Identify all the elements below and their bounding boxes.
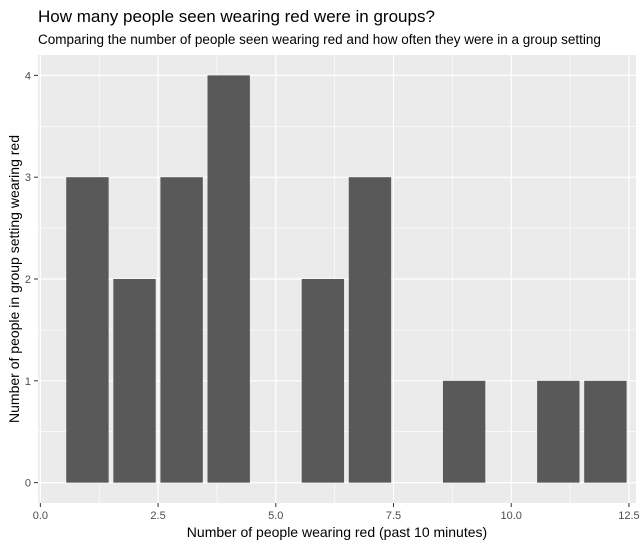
bar — [113, 279, 156, 483]
y-axis-title: Number of people in group setting wearin… — [6, 135, 22, 423]
x-tick-label: 2.5 — [150, 510, 165, 522]
bar — [207, 75, 250, 483]
y-tick-label: 0 — [25, 478, 31, 490]
x-tick-label: 10.0 — [501, 510, 522, 522]
bar — [584, 380, 627, 483]
x-tick-label: 7.5 — [386, 510, 401, 522]
bar — [301, 279, 345, 483]
chart-subtitle: Comparing the number of people seen wear… — [38, 32, 601, 47]
y-tick-label: 4 — [25, 70, 31, 82]
chart-title: How many people seen wearing red were in… — [38, 7, 435, 26]
bar — [442, 380, 486, 483]
x-tick-label: 12.5 — [618, 510, 639, 522]
y-tick-label: 2 — [25, 274, 31, 286]
y-tick-label: 1 — [25, 376, 31, 388]
x-tick-label: 0.0 — [33, 510, 48, 522]
axis-ticks: 0.0 2.5 5.0 7.5 10.0 12.5 0 1 2 3 4 — [25, 70, 640, 522]
x-tick-label: 5.0 — [268, 510, 283, 522]
bars — [66, 75, 627, 483]
bar — [348, 177, 392, 483]
bar — [66, 177, 109, 483]
x-axis-title: Number of people wearing red (past 10 mi… — [187, 524, 487, 540]
bar — [160, 177, 203, 483]
y-tick-label: 3 — [25, 172, 31, 184]
bar — [537, 380, 580, 483]
